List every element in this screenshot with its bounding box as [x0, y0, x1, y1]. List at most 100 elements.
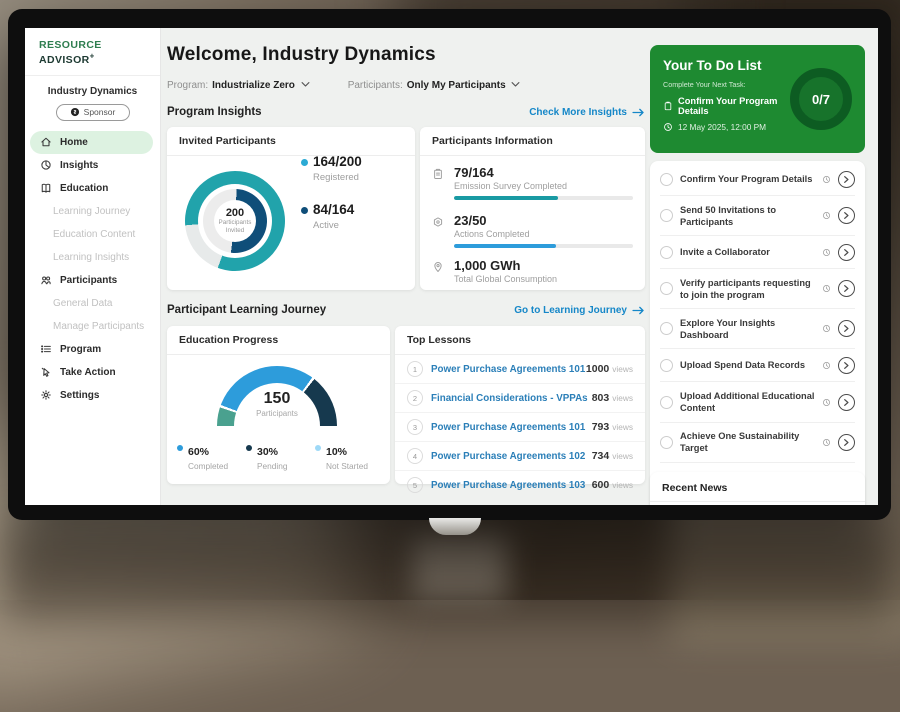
card-title: Invited Participants — [167, 127, 415, 156]
lesson-row: 4 Power Purchase Agreements 102 734 views — [395, 442, 645, 471]
top-lessons-card: Top Lessons 1 Power Purchase Agreements … — [395, 326, 645, 493]
donut-center-label: 200 Participants Invited — [218, 207, 252, 234]
chevron-down-icon — [301, 82, 310, 87]
todo-checkbox[interactable] — [660, 172, 673, 186]
lesson-row: 3 Power Purchase Agreements 101 793 views — [395, 413, 645, 442]
consumption-row: 1,000 GWh Total Global Consumption — [432, 258, 633, 284]
monitor-stand-column — [412, 532, 507, 602]
card-title: Education Progress — [167, 326, 390, 355]
progress-bar — [454, 244, 633, 248]
education-icon — [41, 183, 51, 193]
todo-checkbox[interactable] — [660, 395, 673, 409]
participants-dropdown[interactable]: Participants: Only My Participants — [348, 80, 521, 91]
chevron-right-icon — [844, 398, 849, 406]
invited-participants-card: Invited Participants 200 Participants In… — [167, 127, 415, 290]
todo-progress-ring: 0/7 — [790, 68, 852, 130]
invited-participants-donut: 200 Participants Invited — [180, 166, 290, 276]
check-more-insights-link[interactable]: Check More Insights — [529, 107, 645, 118]
todo-checkbox[interactable] — [660, 358, 673, 372]
legend-dot — [177, 445, 183, 451]
chevron-right-icon — [844, 212, 849, 220]
sidebar-item-manage-participants[interactable]: Manage Participants — [53, 320, 145, 332]
todo-item: Confirm Your Program Details — [660, 163, 855, 196]
todo-checkbox[interactable] — [660, 435, 673, 449]
recent-news-title: Recent News — [650, 472, 865, 502]
education-progress-card: Education Progress 150 Participants 60% C… — [167, 326, 390, 484]
lesson-link[interactable]: Power Purchase Agreements 102 — [431, 450, 586, 462]
program-value: Industrialize Zero — [212, 80, 295, 91]
todo-item: Explore Your Insights Dashboard — [660, 309, 855, 350]
page-title: Welcome, Industry Dynamics — [167, 44, 436, 65]
lesson-rank: 2 — [407, 390, 423, 406]
todo-go-button[interactable] — [838, 280, 855, 298]
program-dropdown[interactable]: Program: Industrialize Zero — [167, 80, 310, 91]
legend-dot — [246, 445, 252, 451]
sidebar-item-learning-journey[interactable]: Learning Journey — [53, 205, 131, 217]
lesson-link[interactable]: Power Purchase Agreements 103 — [431, 479, 586, 491]
arrow-right-icon — [632, 306, 644, 314]
legend-not-started: 10% Not Started — [315, 442, 384, 471]
todo-go-button[interactable] — [838, 170, 855, 188]
program-insights-header: Program Insights Check More Insights — [167, 106, 645, 118]
sidebar-item-home[interactable]: Home — [30, 130, 153, 154]
sidebar-item-insights[interactable]: Insights — [25, 154, 160, 177]
clock-icon — [823, 285, 830, 293]
participants-icon — [41, 276, 51, 285]
todo-go-button[interactable] — [838, 433, 855, 451]
card-title: Participants Information — [420, 127, 645, 156]
card-title: Top Lessons — [395, 326, 645, 355]
gauge-legend: 60% Completed 30% Pending 10% Not Started — [177, 442, 384, 471]
sidebar-item-program[interactable]: Program — [25, 338, 160, 361]
todo-subtitle: Complete Your Next Task: — [663, 80, 746, 89]
todo-checkbox[interactable] — [660, 282, 673, 296]
monitor-stand — [429, 518, 481, 535]
arrow-right-icon — [632, 108, 644, 116]
todo-list-card: Confirm Your Program Details Send 50 Inv… — [650, 161, 865, 505]
lesson-row: 1 Power Purchase Agreements 101 1000 view… — [395, 355, 645, 384]
legend-pending: 30% Pending — [246, 442, 315, 471]
sidebar-item-take-action[interactable]: Take Action — [25, 361, 160, 384]
lesson-link[interactable]: Power Purchase Agreements 101 — [431, 421, 586, 433]
todo-go-button[interactable] — [838, 356, 855, 374]
todo-title: Your To Do List — [663, 58, 762, 73]
todo-item: Upload Additional Educational Content — [660, 382, 855, 423]
clock-icon — [823, 438, 830, 446]
todo-go-button[interactable] — [838, 243, 855, 261]
lesson-link[interactable]: Power Purchase Agreements 101 — [431, 363, 586, 375]
recent-news-card: Recent News — [650, 472, 865, 505]
app-logo: RESOURCE ADVISOR+ — [25, 28, 160, 76]
sidebar-item-education[interactable]: Education — [25, 177, 160, 200]
legend-completed: 60% Completed — [177, 442, 246, 471]
todo-go-button[interactable] — [838, 320, 855, 338]
section-title: Program Insights — [167, 106, 262, 118]
participants-label: Participants: — [347, 80, 403, 91]
sidebar-item-education-content[interactable]: Education Content — [53, 228, 136, 240]
clock-icon — [823, 398, 830, 406]
go-to-learning-journey-link[interactable]: Go to Learning Journey — [514, 305, 645, 316]
sidebar-nav: Home Insights Education Learning Journey… — [25, 130, 160, 407]
sponsor-badge: Sponsor — [55, 103, 130, 121]
logo-resource: RESOURCE — [39, 39, 102, 51]
todo-item: Verify participants requesting to join t… — [660, 269, 855, 310]
todo-go-button[interactable] — [838, 393, 855, 411]
filters-row: Program: Industrialize Zero Participants:… — [167, 80, 520, 91]
clock-icon — [823, 175, 830, 183]
actions-completed-row: 23/50 Actions Completed — [432, 213, 633, 248]
todo-checkbox[interactable] — [660, 322, 673, 336]
todo-checkbox[interactable] — [660, 245, 673, 259]
home-icon — [41, 137, 51, 147]
section-title: Participant Learning Journey — [167, 304, 327, 316]
chevron-right-icon — [844, 285, 849, 293]
sidebar-item-participants[interactable]: Participants — [25, 269, 160, 292]
sidebar-item-general-data[interactable]: General Data — [53, 297, 113, 309]
clock-icon — [823, 362, 830, 369]
sponsor-label: Sponsor — [83, 107, 116, 117]
todo-checkbox[interactable] — [660, 209, 673, 223]
lesson-link[interactable]: Financial Considerations - VPPAs — [431, 392, 588, 404]
sidebar-item-learning-insights[interactable]: Learning Insights — [53, 251, 130, 263]
todo-item: Achieve One Sustainability Target — [660, 423, 855, 463]
sidebar-item-settings[interactable]: Settings — [25, 384, 160, 407]
todo-go-button[interactable] — [838, 207, 855, 225]
lesson-rank: 5 — [407, 477, 423, 493]
education-progress-gauge: 150 Participants — [217, 366, 337, 428]
